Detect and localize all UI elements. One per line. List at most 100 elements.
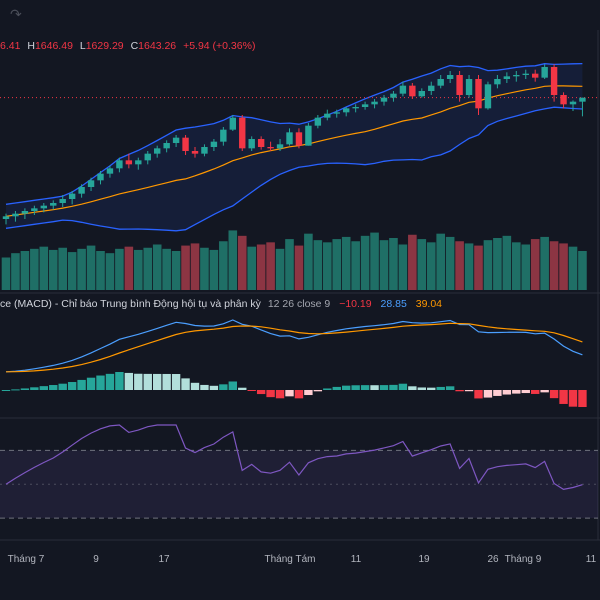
candle-body <box>40 205 47 209</box>
macd-histogram-bar <box>11 389 20 391</box>
macd-histogram-bar <box>455 390 464 392</box>
ohlc-legend: 6.41 H1646.49 L1629.29 C1643.26 +5.94 (+… <box>0 40 255 52</box>
candle-body <box>220 129 227 142</box>
macd-histogram-bar <box>342 385 351 390</box>
candle-body <box>314 117 322 126</box>
volume-bar <box>152 244 162 290</box>
volume-bar <box>143 247 153 290</box>
x-axis-tick-label: 9 <box>93 554 99 565</box>
macd-histogram-bar <box>256 390 266 395</box>
high-label: H <box>27 40 35 52</box>
redo-icon[interactable]: ↷ <box>10 6 22 22</box>
volume-bar <box>521 244 531 290</box>
candle-body <box>78 187 85 194</box>
volume-bar <box>379 240 389 290</box>
volume-bar <box>332 239 342 290</box>
volume-bar <box>115 248 124 290</box>
volume-bar <box>171 251 181 290</box>
candle-body <box>154 148 161 154</box>
macd-histogram-bar <box>512 390 521 394</box>
candle-body <box>31 208 38 211</box>
volume-bar <box>39 246 49 290</box>
close-label: C <box>130 40 139 52</box>
volume-bar <box>20 251 30 290</box>
volume-bar <box>237 235 247 290</box>
macd-histogram-bar <box>247 390 256 391</box>
candle-body <box>125 160 133 165</box>
volume-bar <box>219 241 228 290</box>
macd-histogram-bar <box>190 382 200 390</box>
volume-bar <box>30 248 39 290</box>
volume-bar <box>417 239 427 290</box>
volume-bar <box>1 257 11 290</box>
macd-histogram-bar <box>153 373 162 390</box>
volume-bar <box>398 244 408 290</box>
macd-histogram-bar <box>266 390 275 398</box>
macd-histogram-bar <box>559 390 568 404</box>
volume-bar <box>162 248 171 290</box>
macd-histogram-bar <box>436 386 445 390</box>
macd-histogram-bar <box>124 372 134 390</box>
candle-body <box>144 153 151 161</box>
macd-histogram-bar <box>171 374 181 390</box>
candle-body <box>248 139 255 149</box>
macd-histogram-bar <box>285 390 294 397</box>
volume-bar <box>86 245 96 290</box>
candle-body <box>239 117 246 149</box>
candle-body <box>305 125 312 146</box>
candle-body <box>210 141 218 147</box>
volume-bar <box>559 243 568 290</box>
volume-bar <box>323 242 332 290</box>
volume-bar <box>275 248 285 290</box>
candle-body <box>569 101 577 105</box>
macd-histogram-bar <box>568 390 578 407</box>
macd-histogram-bar <box>389 384 398 390</box>
candle-body <box>380 97 388 102</box>
candle-body <box>50 203 57 206</box>
candle-body <box>343 108 350 113</box>
macd-line-value: 28.85 <box>380 298 407 310</box>
macd-histogram-bar <box>464 390 474 392</box>
candle-body <box>191 151 199 154</box>
volume-bar <box>200 247 209 290</box>
volume-bar <box>408 234 417 290</box>
volume-bar <box>67 252 77 290</box>
volume-bar <box>77 248 86 290</box>
volume-bar <box>134 249 143 290</box>
macd-histogram-bar <box>294 390 304 399</box>
macd-histogram-bar <box>370 385 379 390</box>
macd-histogram-bar <box>417 387 426 390</box>
volume-bar <box>351 241 360 290</box>
volume-bar <box>370 232 379 290</box>
volume-bar <box>124 246 134 290</box>
candle-body <box>475 79 482 109</box>
volume-bar <box>445 236 455 290</box>
volume-bar <box>540 236 549 290</box>
candle-body <box>106 168 114 174</box>
open-value: 6.41 <box>0 40 21 52</box>
macd-histogram-bar <box>408 386 417 390</box>
candle-body <box>418 91 425 97</box>
volume-bar <box>209 249 219 290</box>
candle-body <box>87 180 95 187</box>
volume-bar <box>58 247 67 290</box>
volume-bar <box>474 245 483 290</box>
macd-histogram-bar <box>96 375 105 390</box>
macd-histogram-bar <box>493 390 502 396</box>
macd-histogram-bar <box>313 390 323 392</box>
macd-histogram-bar <box>1 390 11 391</box>
change-value: +5.94 (+0.36%) <box>183 40 256 52</box>
macd-histogram-bar <box>209 385 219 390</box>
volume-bar <box>11 253 20 290</box>
macd-histogram-bar <box>200 384 209 390</box>
rsi-line <box>5 424 583 491</box>
x-axis-tick-label: Tháng Tám <box>265 554 316 565</box>
volume-bar <box>436 233 445 290</box>
candle-body <box>21 211 29 214</box>
candle-body <box>484 84 492 109</box>
macd-histogram-bar <box>67 382 77 390</box>
candle-body <box>522 73 529 75</box>
candle-body <box>267 147 274 149</box>
